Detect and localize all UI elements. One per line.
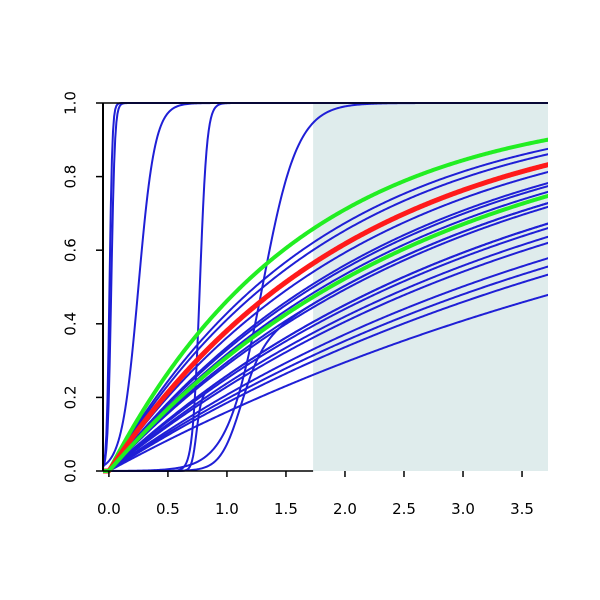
series-line-blue-16 [103, 182, 548, 472]
y-tick-label: 0.2 [62, 385, 80, 409]
series-line-blue-17 [103, 171, 548, 472]
axes: 0.0 0.2 0.4 0.6 0.8 1.0 0.0 0.5 1.0 1.5 2.0 2.5 3.0 3… [62, 91, 548, 518]
series-line-blue-13 [103, 205, 548, 472]
series-line-blue-18 [103, 153, 548, 472]
x-tick-label: 0.0 [97, 500, 121, 518]
series-line-red-24 [103, 162, 548, 474]
y-tick-label: 0.0 [62, 459, 80, 483]
y-tick-label: 0.6 [62, 238, 80, 262]
series-line-blue-5 [103, 293, 548, 472]
x-tick-label: 1.0 [215, 500, 239, 518]
series-line-blue-6 [103, 273, 548, 472]
x-tick-label: 2.5 [392, 500, 416, 518]
series-line-blue-8 [103, 257, 548, 472]
plot-area [103, 102, 548, 474]
x-tick-label: 3.5 [510, 500, 534, 518]
series-group [103, 102, 548, 474]
series-line-blue-9 [103, 241, 548, 472]
series-line-blue-7 [103, 265, 548, 472]
x-tick-label: 0.5 [156, 500, 180, 518]
y-tick-label: 0.4 [62, 312, 80, 336]
series-line-blue-19 [103, 147, 548, 472]
y-tick-label: 1.0 [62, 91, 80, 115]
y-tick-label: 0.8 [62, 165, 80, 189]
series-line-blue-20 [103, 185, 548, 472]
x-tick-label: 3.0 [451, 500, 475, 518]
x-tick-label: 2.0 [333, 500, 357, 518]
series-line-green-25 [103, 193, 548, 473]
series-line-green-23 [103, 137, 548, 473]
series-line-blue-10 [103, 235, 548, 472]
series-line-blue-11 [103, 227, 548, 472]
x-tick-label: 1.5 [274, 500, 298, 518]
